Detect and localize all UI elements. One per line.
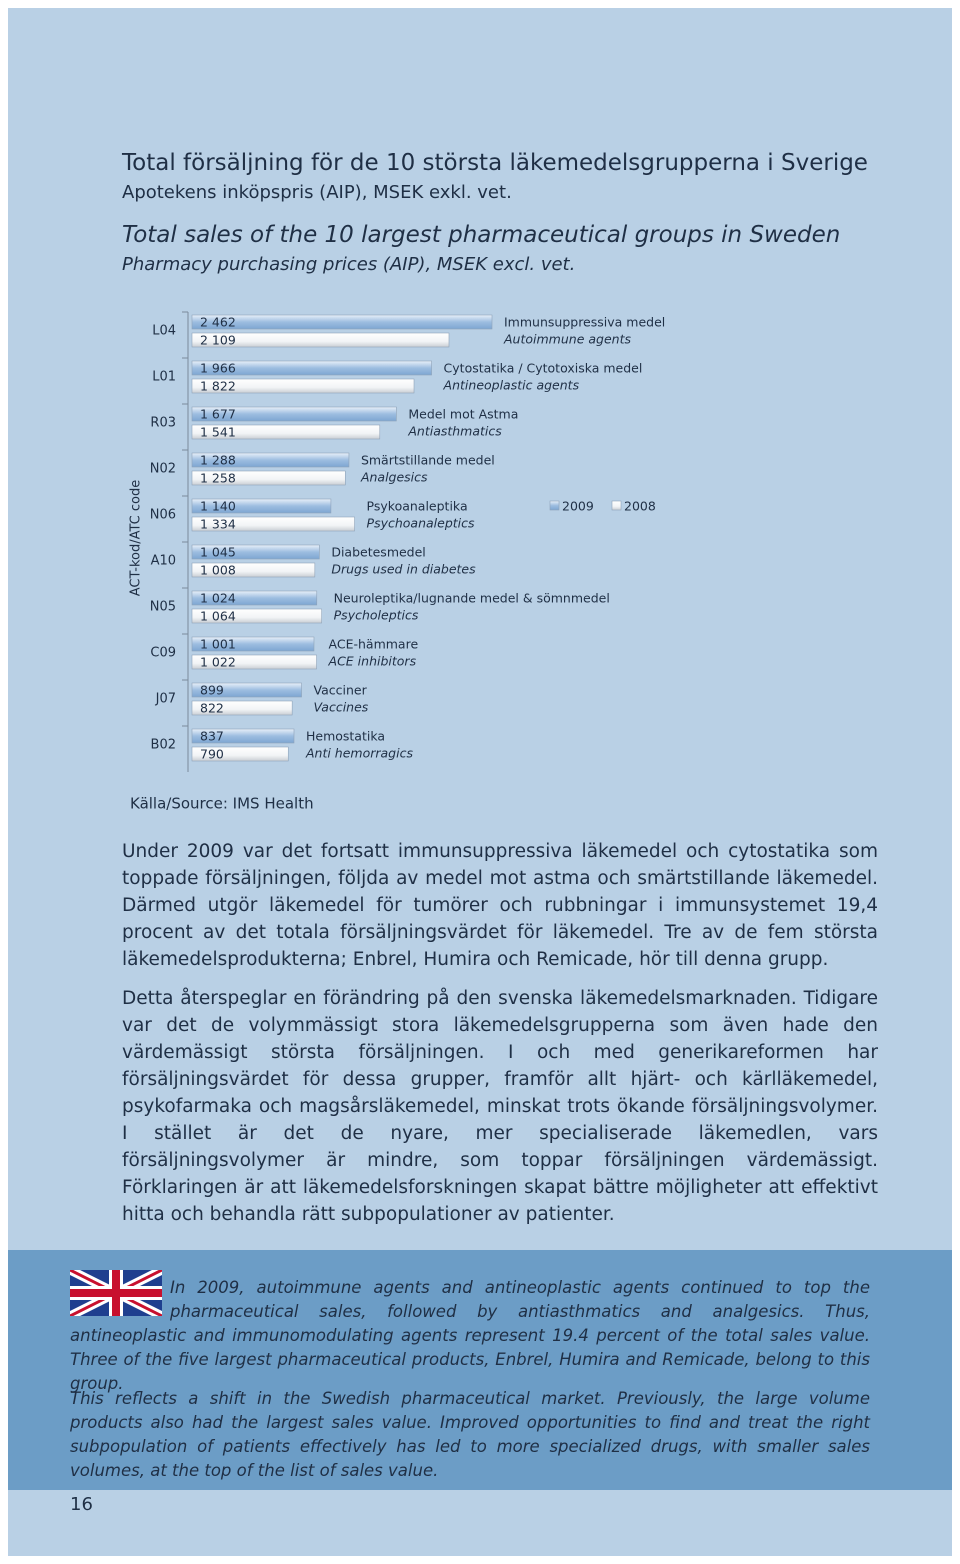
description: Drugs used in diabetes (331, 562, 476, 577)
bar (191, 544, 320, 560)
value-label: 899 (200, 683, 224, 698)
description: Diabetesmedel (331, 545, 425, 560)
value-label: 1 064 (200, 609, 236, 624)
category-label: L01 (152, 370, 176, 385)
value-label: 2 109 (200, 333, 236, 348)
description: Antiasthmatics (407, 424, 502, 439)
uk-flag (70, 1270, 162, 1316)
description: Psycholeptics (334, 608, 419, 623)
description: Immunsuppressiva medel (504, 315, 665, 330)
value-label: 1 008 (200, 563, 236, 578)
category-label: C09 (150, 646, 176, 661)
description: Hemostatika (306, 729, 385, 744)
bar (191, 516, 355, 532)
category-label: N05 (150, 600, 176, 615)
bar (191, 562, 316, 578)
value-label: 1 334 (200, 517, 236, 532)
page-number: 16 (70, 1494, 93, 1515)
title: Total sales of the 10 largest pharmaceut… (122, 222, 841, 248)
bar (191, 498, 332, 514)
bar (191, 314, 493, 330)
bar (191, 470, 346, 486)
value-label: 1 045 (200, 545, 236, 560)
description: Autoimmune agents (503, 332, 631, 347)
description: Medel mot Astma (408, 407, 518, 422)
description: Cytostatika / Cytotoxiska medel (444, 361, 643, 376)
paragraph-en: This reflects a shift in the Swedish pha… (70, 1389, 870, 1480)
bar (191, 332, 450, 348)
subtitle: Pharmacy purchasing prices (AIP), MSEK e… (122, 254, 576, 275)
value-label: 1 288 (200, 453, 236, 468)
title: Total försäljning för de 10 största läke… (122, 150, 868, 176)
description: ACE inhibitors (328, 654, 417, 669)
bar (191, 452, 350, 468)
bar (191, 378, 415, 394)
category-label: L04 (152, 324, 176, 339)
value-label: 1 140 (200, 499, 236, 514)
bar (191, 424, 381, 440)
value-label: 1 541 (200, 425, 236, 440)
description: Vaccines (314, 700, 369, 715)
description: Vacciner (314, 683, 368, 698)
description: Smärtstillande medel (361, 453, 495, 468)
category-label: R03 (150, 416, 176, 431)
value-label: 1 258 (200, 471, 236, 486)
category-label: N06 (150, 508, 176, 523)
bar (191, 608, 322, 624)
description: ACE-hämmare (329, 637, 419, 652)
category-label: N02 (150, 462, 176, 477)
description: Psykoanaleptika (367, 499, 468, 514)
paragraph: Detta återspeglar en förändring på den s… (122, 988, 878, 1225)
value-label: 1 966 (200, 361, 236, 376)
category-label: B02 (151, 738, 176, 753)
value-label: 1 001 (200, 637, 236, 652)
category-label: J07 (155, 692, 176, 707)
value-label: 822 (200, 701, 224, 716)
legend-swatch (611, 500, 622, 511)
description: Antineoplastic agents (443, 378, 580, 393)
description: Analgesics (360, 470, 428, 485)
bar (191, 590, 318, 606)
description: Anti hemorragics (305, 746, 413, 761)
bar (191, 654, 317, 670)
subtitle: Apotekens inköpspris (AIP), MSEK exkl. v… (122, 182, 512, 203)
legend-label: 2008 (624, 499, 656, 514)
bar (191, 360, 432, 376)
bar (191, 728, 295, 744)
bar (191, 682, 302, 698)
paragraph-en: In 2009, autoimmune agents and antineopl… (70, 1270, 870, 1396)
legend-swatch (549, 500, 560, 511)
description: Neuroleptika/lugnande medel & sömnmedel (334, 591, 610, 606)
source: Källa/Source: IMS Health (130, 795, 314, 813)
legend-label: 2009 (562, 499, 594, 514)
axis-label: ACT-kod/ATC code (129, 480, 144, 596)
value-label: 2 462 (200, 315, 236, 330)
value-label: 837 (200, 729, 224, 744)
bar (191, 746, 289, 762)
category-label: A10 (151, 554, 176, 569)
value-label: 1 677 (200, 407, 236, 422)
text: In 2009, autoimmune agents and antineopl… (70, 1278, 870, 1393)
value-label: 1 822 (200, 379, 236, 394)
value-label: 1 022 (200, 655, 236, 670)
value-label: 790 (200, 747, 224, 762)
description: Psychoanaleptics (367, 516, 475, 531)
paragraph: Under 2009 var det fortsatt immunsuppres… (122, 841, 878, 970)
english-band (8, 1250, 952, 1490)
chart: ACT-kod/ATC code Källa/Source: IMS Healt… (129, 311, 665, 813)
bar (191, 406, 397, 422)
bar (191, 636, 315, 652)
bar (191, 700, 293, 716)
value-label: 1 024 (200, 591, 236, 606)
